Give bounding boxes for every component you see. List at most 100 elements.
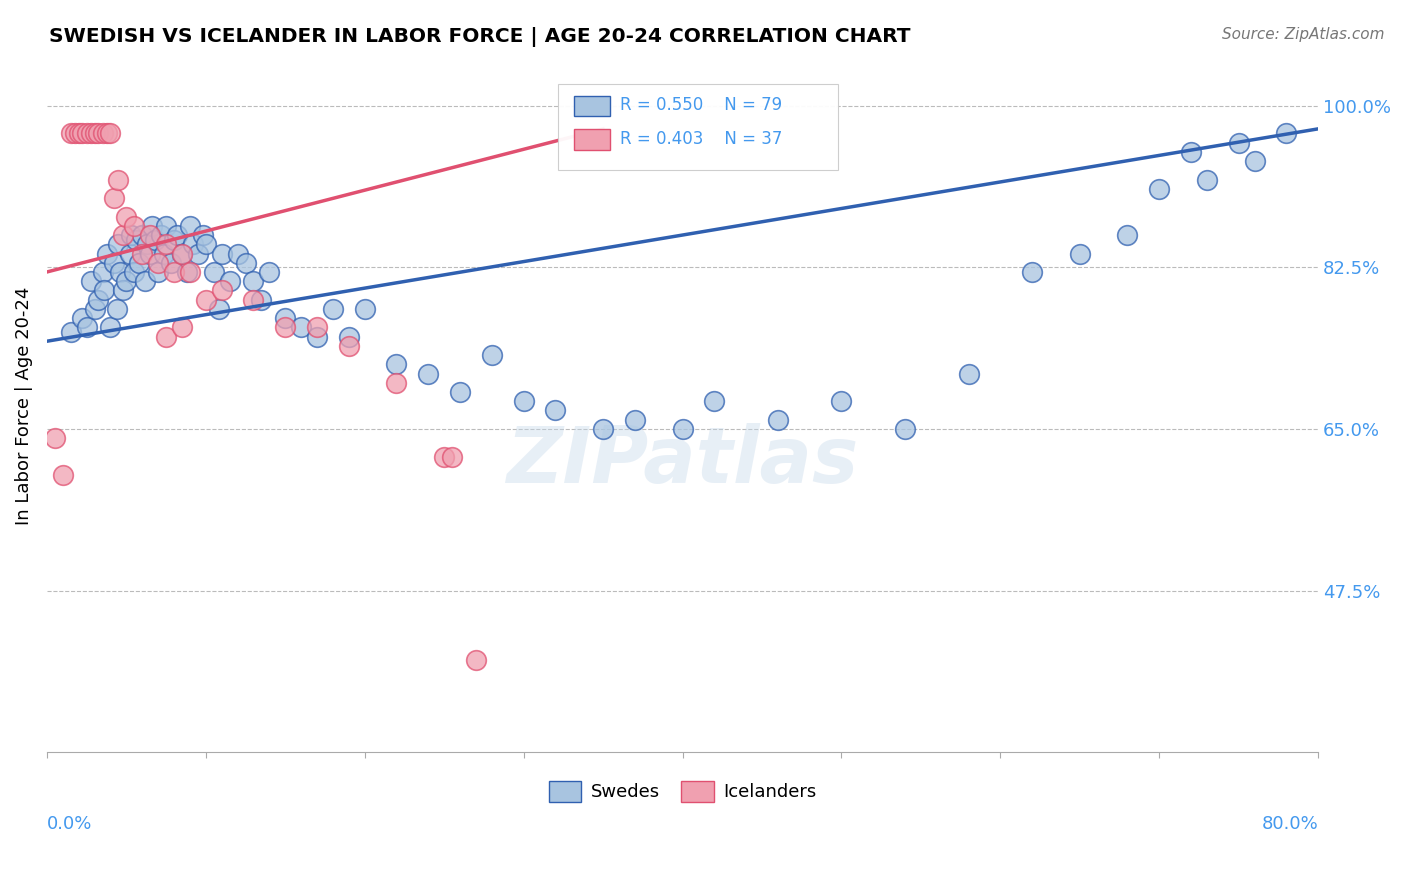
- Point: [146, 265, 169, 279]
- Point: [100, 127, 122, 141]
- Point: [1243, 154, 1265, 169]
- Point: [131, 246, 153, 260]
- Point: [155, 329, 177, 343]
- Point: [134, 274, 156, 288]
- Text: R = 0.550    N = 79: R = 0.550 N = 79: [620, 96, 782, 114]
- Point: [136, 237, 159, 252]
- Point: [155, 237, 177, 252]
- Point: [91, 127, 114, 141]
- Point: [103, 191, 125, 205]
- Point: [170, 320, 193, 334]
- Point: [1069, 246, 1091, 260]
- Point: [65, 127, 87, 141]
- Point: [112, 227, 135, 242]
- Point: [592, 422, 614, 436]
- Point: [115, 274, 138, 288]
- Point: [176, 265, 198, 279]
- Point: [894, 422, 917, 436]
- Point: [179, 219, 201, 233]
- Point: [250, 293, 273, 307]
- Point: [163, 233, 186, 247]
- Point: [70, 311, 93, 326]
- Point: [70, 127, 93, 141]
- Point: [150, 227, 173, 242]
- Point: [449, 384, 471, 399]
- Point: [1227, 136, 1250, 150]
- Point: [125, 233, 148, 247]
- Legend: Swedes, Icelanders: Swedes, Icelanders: [541, 773, 824, 809]
- Point: [194, 293, 217, 307]
- Point: [465, 653, 488, 667]
- Point: [218, 274, 240, 288]
- Point: [207, 301, 229, 316]
- Point: [87, 293, 110, 307]
- Point: [44, 431, 66, 445]
- Point: [353, 301, 375, 316]
- Point: [274, 311, 297, 326]
- Point: [139, 227, 162, 242]
- Point: [112, 284, 135, 298]
- Point: [96, 127, 118, 141]
- Point: [322, 301, 344, 316]
- Point: [179, 265, 201, 279]
- Point: [83, 301, 105, 316]
- Point: [83, 127, 105, 141]
- Point: [194, 237, 217, 252]
- Point: [118, 246, 141, 260]
- Point: [1180, 145, 1202, 159]
- Point: [512, 394, 534, 409]
- Point: [671, 422, 693, 436]
- Point: [80, 274, 103, 288]
- Point: [211, 246, 233, 260]
- Bar: [575, 128, 610, 150]
- Point: [385, 376, 408, 390]
- Point: [274, 320, 297, 334]
- Point: [305, 320, 328, 334]
- Point: [1116, 227, 1139, 242]
- Point: [235, 256, 257, 270]
- Point: [108, 265, 131, 279]
- Text: 0.0%: 0.0%: [46, 815, 93, 833]
- Point: [100, 320, 122, 334]
- Point: [107, 237, 129, 252]
- Point: [305, 329, 328, 343]
- Point: [181, 237, 204, 252]
- Point: [155, 219, 177, 233]
- Point: [441, 450, 464, 464]
- Text: ZIPatlas: ZIPatlas: [506, 424, 859, 500]
- Point: [202, 265, 225, 279]
- Point: [76, 127, 98, 141]
- Point: [830, 394, 852, 409]
- Point: [128, 256, 150, 270]
- Text: SWEDISH VS ICELANDER IN LABOR FORCE | AGE 20-24 CORRELATION CHART: SWEDISH VS ICELANDER IN LABOR FORCE | AG…: [49, 27, 911, 46]
- Text: 80.0%: 80.0%: [1261, 815, 1319, 833]
- Point: [1195, 172, 1218, 186]
- Point: [103, 256, 125, 270]
- Point: [242, 293, 264, 307]
- Point: [1021, 265, 1043, 279]
- Point: [163, 265, 186, 279]
- Point: [957, 367, 980, 381]
- Point: [93, 284, 115, 298]
- Point: [166, 227, 188, 242]
- Point: [624, 413, 647, 427]
- Point: [124, 265, 146, 279]
- Point: [146, 256, 169, 270]
- Point: [290, 320, 312, 334]
- Point: [120, 227, 142, 242]
- Point: [544, 403, 567, 417]
- Point: [59, 325, 82, 339]
- Point: [187, 246, 209, 260]
- Point: [1275, 127, 1298, 141]
- Point: [481, 348, 503, 362]
- Bar: [575, 95, 610, 116]
- FancyBboxPatch shape: [558, 84, 838, 170]
- Point: [418, 367, 440, 381]
- Point: [124, 219, 146, 233]
- Point: [1147, 182, 1170, 196]
- Point: [170, 246, 193, 260]
- Point: [385, 357, 408, 371]
- Point: [433, 450, 456, 464]
- Point: [211, 284, 233, 298]
- Point: [766, 413, 789, 427]
